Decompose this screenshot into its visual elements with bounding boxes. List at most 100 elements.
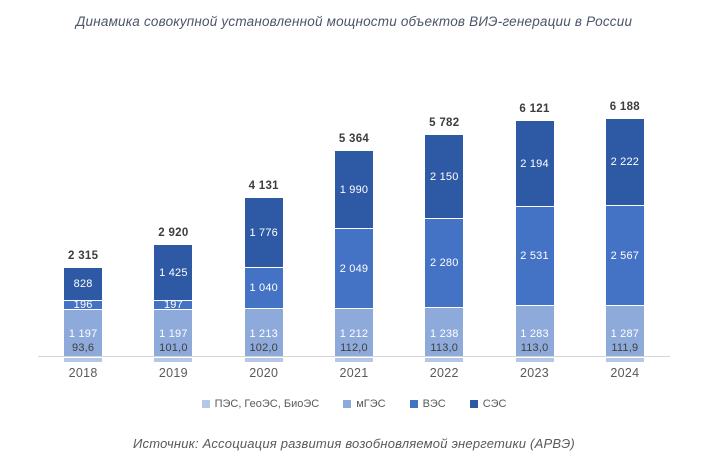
legend-label: СЭС bbox=[482, 398, 507, 410]
x-axis-label: 2020 bbox=[249, 366, 279, 380]
x-axis-line bbox=[38, 356, 670, 357]
bar-stack: 1 776 1 040 1 213 102,0 bbox=[244, 198, 283, 362]
bar-group-2022: 5 782 2 150 2 280 1 238 113,0 bbox=[399, 117, 489, 362]
segment-value-label: 1 197 bbox=[68, 328, 98, 340]
bar-segment-pes bbox=[154, 358, 193, 362]
bar-segment-pes bbox=[64, 358, 103, 362]
x-axis-label: 2022 bbox=[429, 366, 459, 380]
legend-item-ves: ВЭС bbox=[409, 398, 446, 410]
bar-segment-mges: 1 283 113,0 bbox=[515, 306, 554, 356]
bar-segment-ves: 196 bbox=[64, 301, 103, 309]
bar-segment-pes bbox=[334, 358, 373, 362]
bar-total-label: 5 364 bbox=[338, 133, 370, 145]
legend-label: мГЭС bbox=[356, 398, 386, 410]
segment-value-label: 1 776 bbox=[249, 226, 278, 239]
segment-value-label: 2 531 bbox=[520, 250, 549, 262]
segment-value-label: 2 150 bbox=[430, 170, 459, 183]
bar-stack: 2 150 2 280 1 238 113,0 bbox=[425, 135, 464, 362]
legend-label: ПЭС, ГеоЭС, БиоЭС bbox=[214, 398, 320, 410]
bar-segment-mges: 1 287 111,9 bbox=[605, 306, 644, 356]
legend-swatch-icon bbox=[409, 400, 418, 408]
segment-value-label: 2 049 bbox=[339, 262, 369, 275]
chart-title: Динамика совокупной установленной мощнос… bbox=[75, 14, 633, 29]
bar-segment-ves: 2 567 bbox=[605, 206, 644, 305]
pes-value-label: 113,0 bbox=[430, 342, 459, 354]
bar-group-2018: 2 315 828 196 1 197 93,6 bbox=[38, 250, 128, 362]
pes-value-label: 101,0 bbox=[159, 342, 188, 354]
x-axis-labels: 2018 2019 2020 2021 2022 2023 2024 bbox=[38, 366, 670, 380]
bar-segment-ses: 1 776 bbox=[244, 198, 283, 267]
bar-segment-ses: 828 bbox=[64, 268, 103, 300]
bar-group-2020: 4 131 1 776 1 040 1 213 102,0 bbox=[219, 180, 309, 362]
segment-value-label: 1 040 bbox=[249, 282, 278, 294]
bar-stack: 1 990 2 049 1 212 112,0 bbox=[334, 151, 373, 362]
pes-value-label: 93,6 bbox=[72, 342, 95, 354]
bar-stack: 1 425 197 1 197 101,0 bbox=[154, 245, 193, 362]
segment-value-label: 828 bbox=[73, 278, 93, 290]
bar-total-label: 4 131 bbox=[248, 180, 279, 192]
legend-swatch-icon bbox=[201, 400, 210, 408]
legend: ПЭС, ГеоЭС, БиоЭС мГЭС ВЭС СЭС bbox=[0, 398, 708, 410]
segment-value-label: 1 990 bbox=[339, 183, 369, 196]
segment-value-label: 2 194 bbox=[520, 157, 549, 170]
bar-group-2021: 5 364 1 990 2 049 1 212 112,0 bbox=[309, 133, 399, 362]
bar-segment-ves: 2 049 bbox=[334, 229, 373, 308]
pes-value-label: 112,0 bbox=[340, 342, 368, 354]
bar-segment-pes bbox=[425, 358, 464, 362]
segment-value-label: 1 283 bbox=[520, 328, 549, 340]
segment-value-label: 2 567 bbox=[610, 249, 640, 262]
bar-segment-mges: 1 197 93,6 bbox=[64, 310, 103, 356]
legend-swatch-icon bbox=[343, 400, 352, 408]
bar-segment-mges: 1 238 113,0 bbox=[425, 308, 464, 356]
bar-total-label: 2 920 bbox=[158, 227, 189, 239]
bar-segment-pes bbox=[515, 358, 554, 362]
x-axis-label: 2021 bbox=[339, 366, 369, 380]
source-note: Источник: Ассоциация развития возобновля… bbox=[133, 436, 575, 451]
bar-total-label: 6 188 bbox=[609, 101, 640, 113]
bar-stack: 2 222 2 567 1 287 111,9 bbox=[605, 119, 644, 362]
legend-item-pes: ПЭС, ГеоЭС, БиоЭС bbox=[201, 398, 320, 410]
segment-value-label: 1 425 bbox=[159, 266, 188, 279]
bar-segment-ves: 2 531 bbox=[515, 207, 554, 305]
bar-series-area: 2 315 828 196 1 197 93,6 2 920 1 425 197 1 197 10… bbox=[38, 94, 670, 362]
legend-item-ses: СЭС bbox=[469, 398, 507, 410]
bar-segment-ses: 2 222 bbox=[605, 119, 644, 205]
segment-value-label: 1 212 bbox=[339, 328, 369, 340]
segment-value-label: 1 238 bbox=[430, 328, 459, 340]
pes-value-label: 111,9 bbox=[611, 342, 639, 354]
x-axis-label: 2018 bbox=[68, 366, 98, 380]
pes-value-label: 102,0 bbox=[249, 342, 278, 354]
bar-segment-ses: 1 990 bbox=[334, 151, 373, 228]
bar-stack: 828 196 1 197 93,6 bbox=[64, 268, 103, 362]
bar-group-2019: 2 920 1 425 197 1 197 101,0 bbox=[128, 227, 218, 362]
bar-segment-ses: 1 425 bbox=[154, 245, 193, 300]
x-axis-label: 2024 bbox=[610, 366, 640, 380]
bar-total-label: 6 121 bbox=[519, 103, 550, 115]
x-axis-label: 2019 bbox=[158, 366, 188, 380]
segment-value-label: 1 197 bbox=[159, 328, 188, 340]
bar-group-2023: 6 121 2 194 2 531 1 283 113,0 bbox=[489, 103, 579, 362]
bar-segment-pes bbox=[244, 358, 283, 362]
segment-value-label: 196 bbox=[73, 301, 93, 309]
x-axis-label: 2023 bbox=[520, 366, 550, 380]
pes-value-label: 113,0 bbox=[520, 342, 549, 354]
plot-area: 2 315 828 196 1 197 93,6 2 920 1 425 197 1 197 10… bbox=[38, 94, 670, 362]
bar-segment-ves: 1 040 bbox=[244, 268, 283, 308]
segment-value-label: 1 287 bbox=[610, 328, 640, 340]
segment-value-label: 2 222 bbox=[610, 156, 640, 168]
bar-segment-pes bbox=[605, 358, 644, 362]
bar-stack: 2 194 2 531 1 283 113,0 bbox=[515, 121, 554, 362]
bar-segment-mges: 1 213 102,0 bbox=[244, 309, 283, 356]
segment-value-label: 2 280 bbox=[430, 257, 459, 269]
bar-segment-ves: 2 280 bbox=[425, 219, 464, 307]
bar-total-label: 2 315 bbox=[68, 250, 99, 262]
bar-group-2024: 6 188 2 222 2 567 1 287 111,9 bbox=[580, 101, 670, 362]
bar-segment-ses: 2 194 bbox=[515, 121, 554, 206]
legend-swatch-icon bbox=[469, 400, 478, 408]
legend-label: ВЭС bbox=[422, 398, 446, 410]
bar-segment-ves: 197 bbox=[154, 301, 193, 309]
bar-segment-mges: 1 212 112,0 bbox=[334, 309, 373, 356]
segment-value-label: 197 bbox=[163, 301, 183, 309]
legend-item-mges: мГЭС bbox=[343, 398, 386, 410]
